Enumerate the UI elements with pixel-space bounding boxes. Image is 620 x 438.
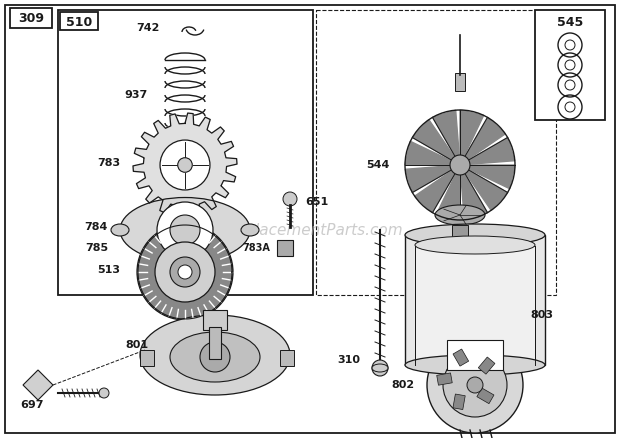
Bar xyxy=(415,246,535,366)
Circle shape xyxy=(283,192,297,206)
Circle shape xyxy=(443,353,507,417)
Ellipse shape xyxy=(372,364,388,372)
Bar xyxy=(60,12,98,30)
Bar xyxy=(58,10,313,295)
Polygon shape xyxy=(133,113,237,217)
Bar xyxy=(277,240,293,256)
Text: 783A: 783A xyxy=(242,243,270,253)
Circle shape xyxy=(155,242,215,302)
Polygon shape xyxy=(433,110,460,165)
Bar xyxy=(447,340,503,370)
Circle shape xyxy=(178,158,192,172)
Ellipse shape xyxy=(111,224,129,236)
Polygon shape xyxy=(415,165,460,212)
Circle shape xyxy=(178,265,192,279)
Circle shape xyxy=(170,257,200,287)
Polygon shape xyxy=(460,110,484,165)
Bar xyxy=(436,373,452,385)
Ellipse shape xyxy=(415,236,535,254)
Bar xyxy=(535,10,605,120)
Circle shape xyxy=(137,224,233,320)
Circle shape xyxy=(160,140,210,190)
Polygon shape xyxy=(460,138,515,165)
Text: 545: 545 xyxy=(557,17,583,29)
Text: 510: 510 xyxy=(66,15,92,28)
Text: 937: 937 xyxy=(125,90,148,100)
Text: eReplacementParts.com: eReplacementParts.com xyxy=(216,223,404,237)
Circle shape xyxy=(170,215,200,245)
Ellipse shape xyxy=(140,315,290,395)
Ellipse shape xyxy=(435,205,485,225)
Circle shape xyxy=(157,202,213,258)
Text: 697: 697 xyxy=(20,400,44,410)
Text: 783: 783 xyxy=(97,158,120,168)
Circle shape xyxy=(200,342,230,372)
Text: 803: 803 xyxy=(530,310,553,320)
Circle shape xyxy=(467,377,483,393)
Text: 310: 310 xyxy=(337,355,360,365)
Polygon shape xyxy=(460,165,487,220)
Polygon shape xyxy=(405,165,460,192)
Ellipse shape xyxy=(241,224,259,236)
Polygon shape xyxy=(23,370,53,400)
Polygon shape xyxy=(460,165,508,210)
Bar xyxy=(10,8,52,28)
Bar xyxy=(140,350,154,366)
Circle shape xyxy=(99,388,109,398)
Circle shape xyxy=(372,360,388,376)
Circle shape xyxy=(450,155,470,175)
Text: 801: 801 xyxy=(125,340,148,350)
Bar xyxy=(452,225,468,239)
Text: 544: 544 xyxy=(366,160,390,170)
Ellipse shape xyxy=(170,332,260,382)
Text: 742: 742 xyxy=(136,23,160,33)
Polygon shape xyxy=(460,117,505,165)
Polygon shape xyxy=(412,120,460,165)
Text: 802: 802 xyxy=(392,380,415,390)
Ellipse shape xyxy=(405,355,545,375)
Bar xyxy=(478,357,495,374)
Polygon shape xyxy=(460,165,515,189)
Circle shape xyxy=(427,337,523,433)
Polygon shape xyxy=(405,141,460,165)
Text: 784: 784 xyxy=(84,222,108,232)
Bar xyxy=(316,10,556,295)
Ellipse shape xyxy=(405,224,545,246)
Text: 785: 785 xyxy=(85,243,108,253)
Text: 309: 309 xyxy=(18,13,44,25)
Bar xyxy=(453,349,469,366)
Bar xyxy=(455,73,465,91)
Bar xyxy=(477,388,494,404)
Bar xyxy=(280,350,294,366)
Bar xyxy=(203,310,227,330)
Bar xyxy=(209,327,221,359)
Text: 651: 651 xyxy=(305,197,328,207)
Text: 513: 513 xyxy=(97,265,120,275)
Bar xyxy=(453,394,465,410)
Ellipse shape xyxy=(120,198,250,262)
Bar xyxy=(405,235,545,365)
Polygon shape xyxy=(436,165,460,220)
